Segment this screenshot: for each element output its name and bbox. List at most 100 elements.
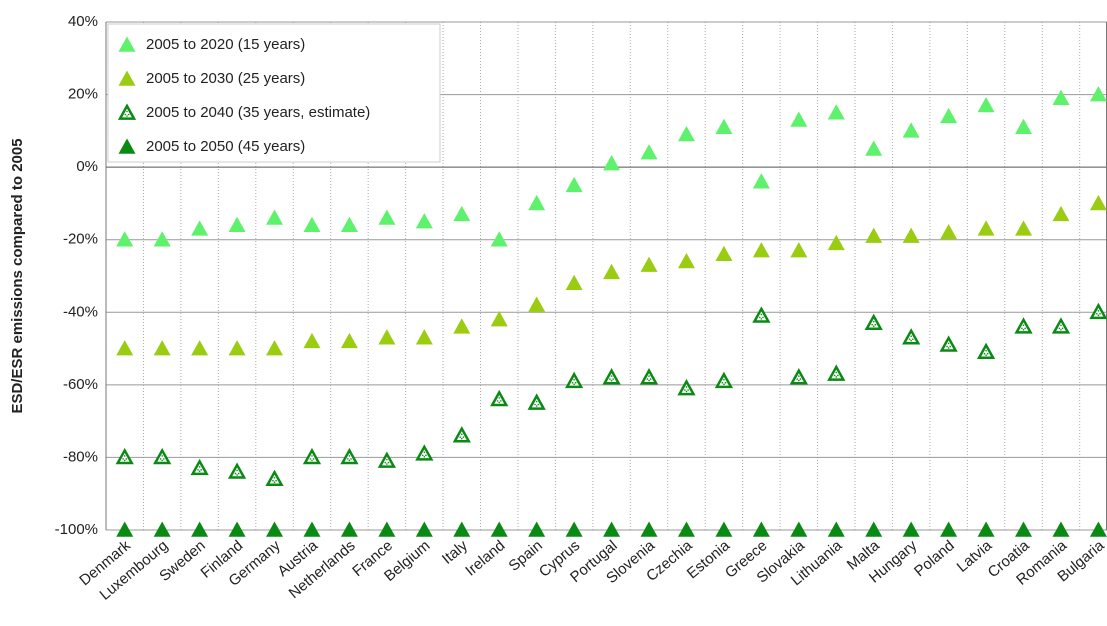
marker-dot	[498, 401, 501, 404]
data-point	[977, 521, 995, 537]
marker-dot	[347, 458, 349, 460]
marker-dot	[874, 323, 877, 326]
marker-dot	[986, 352, 989, 355]
marker-dot	[985, 354, 987, 357]
marker-dot	[161, 459, 163, 462]
marker-dot	[272, 479, 274, 482]
marker-dot	[462, 436, 465, 438]
data-point	[115, 447, 134, 465]
data-point	[752, 173, 770, 189]
marker-dot	[687, 389, 689, 391]
marker-dot	[275, 479, 277, 482]
data-point	[1052, 89, 1070, 105]
y-tick-label: 40%	[68, 13, 98, 30]
data-point	[640, 144, 658, 160]
marker-dot	[796, 378, 799, 380]
data-point	[677, 252, 695, 269]
marker-outline	[677, 378, 696, 396]
data-point	[789, 368, 808, 385]
marker-dot	[386, 463, 388, 465]
marker-dot	[574, 381, 577, 384]
data-point	[490, 311, 508, 327]
data-point	[602, 368, 621, 385]
data-point	[340, 332, 358, 349]
marker-dot	[837, 374, 839, 377]
marker-outline	[227, 462, 247, 479]
marker-outline	[939, 335, 958, 352]
marker-outline	[415, 444, 434, 461]
marker-dot	[498, 397, 501, 399]
data-point	[303, 216, 321, 232]
data-point	[1089, 194, 1107, 211]
marker-dot	[685, 386, 688, 388]
marker-dot	[911, 338, 914, 340]
marker-dot	[723, 383, 725, 386]
marker-dot	[985, 349, 987, 352]
data-point	[902, 328, 921, 345]
data-point	[940, 223, 958, 240]
data-point	[490, 231, 508, 247]
marker-dot	[684, 389, 686, 391]
data-point	[153, 447, 172, 465]
data-point	[116, 521, 134, 537]
data-point	[452, 426, 471, 443]
data-point	[528, 194, 546, 211]
marker-dot	[234, 472, 237, 475]
data-point	[528, 521, 546, 537]
data-point	[565, 521, 583, 537]
data-point	[714, 371, 734, 389]
marker-outline	[115, 447, 134, 465]
marker-dot	[872, 325, 875, 327]
marker-dot	[573, 383, 575, 386]
data-point	[415, 521, 433, 537]
data-point	[565, 371, 584, 389]
data-point	[902, 122, 920, 138]
data-point	[378, 209, 396, 225]
data-point	[303, 521, 321, 537]
data-point	[1089, 521, 1107, 537]
data-point	[902, 521, 920, 537]
data-point	[977, 96, 995, 113]
data-point	[1014, 317, 1033, 334]
data-point	[453, 205, 471, 222]
marker-dot	[535, 400, 538, 403]
legend-label: 2005 to 2020 (15 years)	[146, 36, 305, 53]
y-tick-label: 0%	[76, 158, 98, 175]
marker-dot	[122, 458, 124, 460]
data-point	[940, 107, 958, 124]
marker-dot	[309, 458, 312, 460]
marker-dot	[610, 379, 613, 382]
marker-dot	[127, 113, 130, 116]
data-point	[528, 296, 546, 312]
marker-dot	[124, 113, 127, 116]
marker-dot	[1099, 312, 1101, 315]
data-point	[153, 521, 171, 537]
marker-dot	[161, 455, 163, 457]
data-point	[415, 444, 434, 461]
marker-dot	[535, 405, 538, 407]
marker-outline	[714, 371, 734, 389]
marker-outline	[902, 328, 921, 345]
marker-dot	[460, 437, 463, 440]
data-point	[340, 521, 358, 537]
marker-dot	[198, 466, 201, 468]
data-point	[191, 220, 209, 236]
data-point	[228, 521, 246, 537]
marker-dot	[125, 458, 128, 460]
marker-dot	[835, 371, 838, 374]
data-point	[1015, 118, 1033, 135]
marker-dot	[573, 378, 575, 381]
data-point	[153, 231, 171, 247]
marker-dot	[460, 433, 463, 435]
marker-dot	[273, 481, 276, 484]
marker-dot	[126, 110, 128, 113]
marker-dot	[421, 454, 424, 457]
data-point	[378, 521, 396, 537]
marker-dot	[236, 474, 238, 476]
y-tick-label: -40%	[63, 303, 98, 320]
marker-dot	[649, 378, 652, 380]
marker-dot	[762, 316, 764, 319]
marker-outline	[1014, 317, 1033, 334]
data-point	[790, 521, 808, 537]
y-axis-label: ESD/ESR emissions compared to 2005	[9, 138, 26, 413]
